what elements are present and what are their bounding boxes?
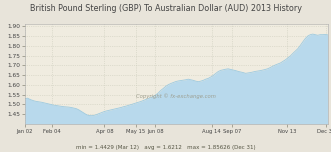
Text: Copyright © fx-exchange.com: Copyright © fx-exchange.com bbox=[136, 93, 216, 99]
Text: min = 1.4429 (Mar 12)   avg = 1.6212   max = 1.85626 (Dec 31): min = 1.4429 (Mar 12) avg = 1.6212 max =… bbox=[76, 145, 255, 150]
Text: British Pound Sterling (GBP) To Australian Dollar (AUD) 2013 History: British Pound Sterling (GBP) To Australi… bbox=[29, 4, 302, 13]
